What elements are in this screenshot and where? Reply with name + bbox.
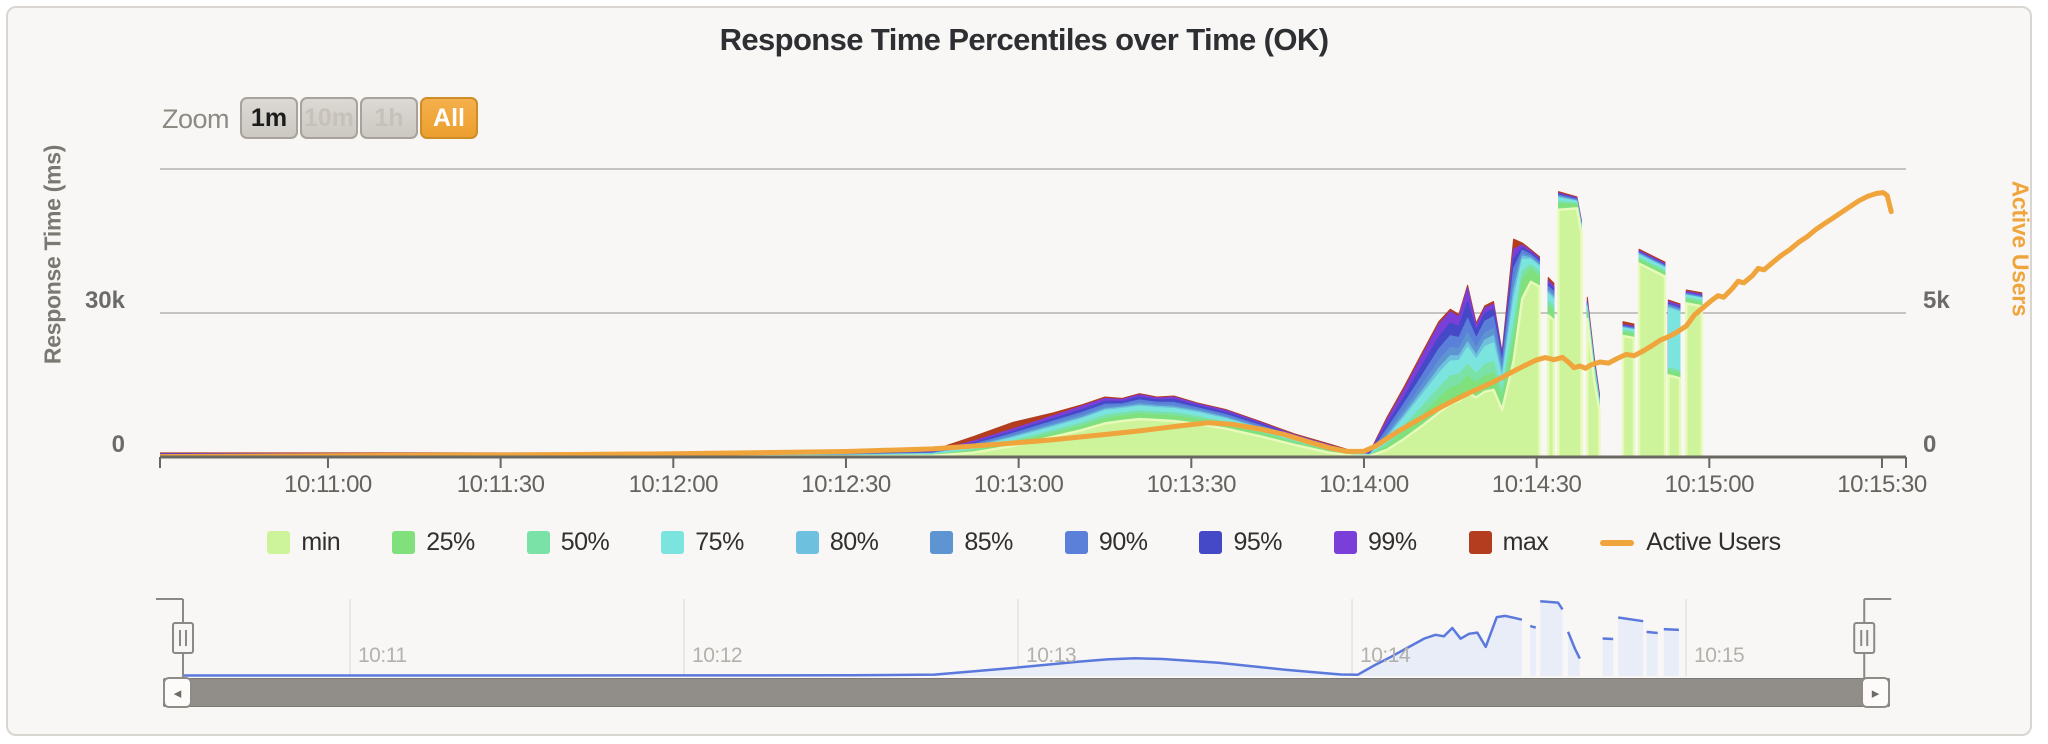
- legend-swatch-icon: [930, 531, 954, 554]
- legend: min 25% 50% 75% 80% 85% 90% 95% 99% max Active Use…: [0, 528, 2048, 557]
- scroll-left-arrow-icon: ◂: [173, 684, 182, 702]
- legend-label: 50%: [560, 528, 610, 556]
- legend-item-90[interactable]: 90%: [1064, 528, 1148, 557]
- legend-swatch-icon: [1064, 531, 1088, 554]
- legend-swatch-icon: [795, 531, 819, 554]
- legend-swatch-icon: [661, 531, 685, 554]
- legend-label: min: [301, 528, 341, 556]
- legend-label: 75%: [695, 528, 744, 556]
- legend-item-75[interactable]: 75%: [661, 528, 744, 557]
- legend-item-active-users[interactable]: Active Users: [1600, 528, 1781, 557]
- legend-swatch-icon: [392, 531, 416, 554]
- zoom-button-10m[interactable]: 10m: [300, 97, 358, 139]
- legend-item-95[interactable]: 95%: [1199, 528, 1283, 557]
- scroll-right-arrow-icon: ▸: [1871, 684, 1880, 702]
- zoom-button-all[interactable]: All: [420, 97, 478, 139]
- zoom-button-1m[interactable]: 1m: [240, 97, 298, 139]
- legend-label: 99%: [1368, 528, 1417, 556]
- legend-swatch-icon: [1199, 531, 1223, 554]
- legend-label: 80%: [829, 528, 879, 556]
- legend-item-80[interactable]: 80%: [795, 528, 879, 557]
- legend-item-85[interactable]: 85%: [930, 528, 1013, 557]
- legend-item-99[interactable]: 99%: [1334, 528, 1417, 557]
- scrollbar-thumb[interactable]: [163, 678, 1890, 707]
- zoom-range-label: Zoom: [162, 104, 230, 134]
- scrollbar-right-button[interactable]: ▸: [1861, 677, 1890, 708]
- legend-swatch-icon: [1468, 531, 1492, 554]
- scrollbar-left-button[interactable]: ◂: [163, 677, 192, 708]
- legend-label: 95%: [1233, 528, 1283, 556]
- legend-swatch-icon: [267, 531, 291, 554]
- legend-label: 25%: [426, 528, 475, 556]
- legend-swatch-icon: [526, 531, 550, 554]
- legend-item-min[interactable]: min: [267, 528, 341, 557]
- legend-line-icon: [1600, 539, 1635, 546]
- legend-label: 90%: [1098, 528, 1148, 556]
- zoom-button-1h[interactable]: 1h: [360, 97, 418, 139]
- legend-item-max[interactable]: max: [1468, 528, 1549, 557]
- legend-swatch-icon: [1334, 531, 1358, 554]
- legend-label: max: [1502, 528, 1549, 556]
- legend-label: 85%: [964, 528, 1013, 556]
- legend-item-25[interactable]: 25%: [392, 528, 475, 557]
- legend-item-50[interactable]: 50%: [526, 528, 610, 557]
- legend-label: Active Users: [1646, 528, 1781, 556]
